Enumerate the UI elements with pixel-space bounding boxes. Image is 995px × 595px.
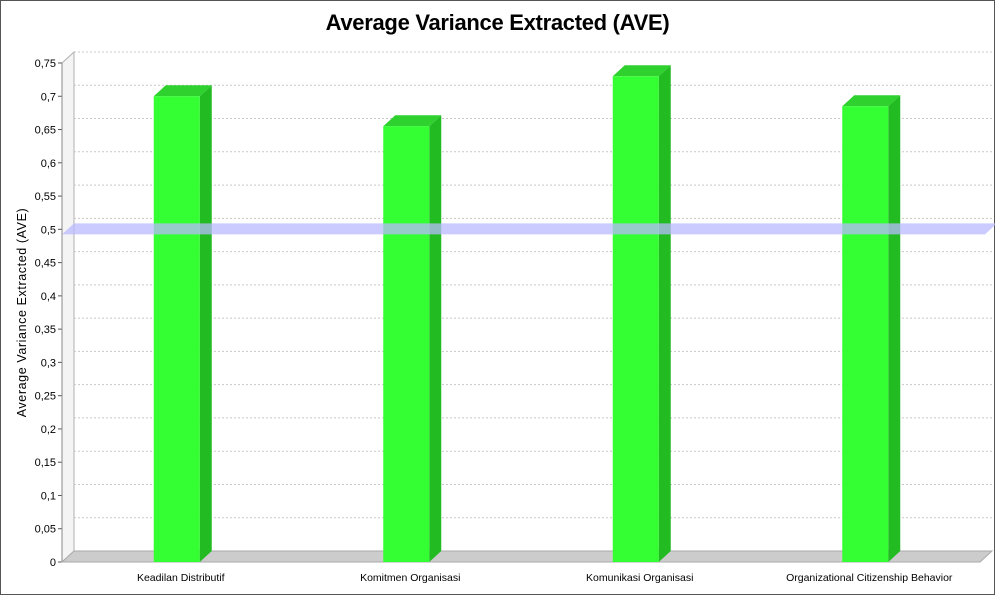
bar — [383, 126, 430, 562]
y-tick-label: 0,1 — [41, 490, 56, 502]
y-tick-label: 0,6 — [41, 158, 56, 170]
bar-top — [153, 85, 212, 97]
y-tick-label: 0,45 — [35, 258, 56, 270]
y-axis-title: Average Variance Extracted (AVE) — [15, 208, 29, 418]
y-tick-label: 0,3 — [41, 357, 56, 369]
bar-top — [383, 115, 442, 127]
y-tick-label: 0,35 — [35, 324, 56, 336]
y-tick-label: 0,05 — [35, 524, 56, 536]
x-category-label: Komitmen Organisasi — [360, 572, 460, 584]
y-tick-label: 0,5 — [41, 224, 56, 236]
bar-top — [842, 95, 901, 107]
y-tick-label: 0,55 — [35, 191, 56, 203]
bar-side — [888, 95, 901, 562]
y-tick-label: 0,65 — [35, 125, 56, 137]
chart-title: Average Variance Extracted (AVE) — [325, 10, 670, 35]
floor — [60, 550, 994, 563]
bar-side — [199, 85, 212, 563]
bar — [153, 96, 200, 563]
x-category-label: Komunikasi Organisasi — [586, 572, 693, 584]
y-tick-label: 0 — [50, 557, 56, 569]
y-tick-label: 0,2 — [41, 424, 56, 436]
bar — [612, 76, 659, 562]
x-category-label: Keadilan Distributif — [137, 572, 225, 584]
bar-side — [658, 65, 671, 562]
y-tick-label: 0,4 — [41, 291, 56, 303]
x-category-label: Organizational Citizenship Behavior — [786, 572, 953, 584]
threshold-band — [62, 223, 995, 235]
bar-top — [612, 65, 671, 77]
bar — [842, 106, 889, 562]
y-tick-label: 0,75 — [35, 58, 56, 70]
y-tick-label: 0,7 — [41, 91, 56, 103]
y-tick-label: 0,25 — [35, 391, 56, 403]
left-wall — [61, 50, 75, 564]
bar-side — [429, 115, 442, 562]
y-tick-label: 0,15 — [35, 457, 56, 469]
